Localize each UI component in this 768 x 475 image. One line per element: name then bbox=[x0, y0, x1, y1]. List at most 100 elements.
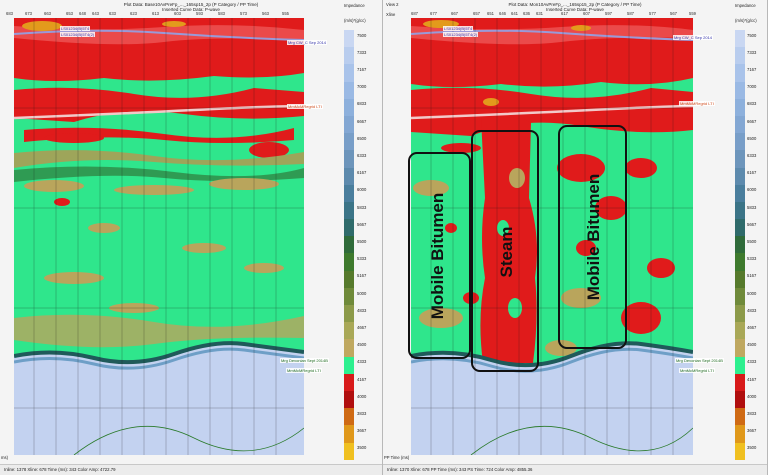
tick-label: 663 bbox=[44, 11, 51, 16]
right-horizon-devonian-label: Mrg Devonian Sept 2014B bbox=[675, 358, 724, 363]
annotation-label: Mobile Bitumen bbox=[584, 173, 603, 301]
right-horizon-top-label-1: LS01234(B)5T4 bbox=[443, 26, 474, 31]
left-time-axis-label: ms) bbox=[1, 455, 8, 460]
colorbar-tick: 5333 bbox=[357, 256, 367, 261]
right-xline-ticks: 687 677 667 657 651 646 641 636 631 617 … bbox=[411, 11, 711, 19]
tick-label: 653 bbox=[66, 11, 73, 16]
tick-label: 567 bbox=[670, 11, 677, 16]
colorbar-tick: 7000 bbox=[747, 84, 757, 89]
tick-label: 648 bbox=[79, 11, 86, 16]
colorbar-tick: 4500 bbox=[357, 342, 367, 347]
tick-label: 607 bbox=[583, 11, 590, 16]
tick-label: 563 bbox=[262, 11, 269, 16]
tick-label: 559 bbox=[689, 11, 696, 16]
left-horizon-top-label-2: LS01234(B)5T4(2) bbox=[60, 32, 96, 37]
right-horizon-mry-label: Mrg CW_C Sep 2014 bbox=[673, 35, 714, 40]
tick-label: 636 bbox=[523, 11, 530, 16]
tick-label: 643 bbox=[92, 11, 99, 16]
colorbar-tick: 7333 bbox=[357, 50, 367, 55]
colorbar-tick: 7333 bbox=[747, 50, 757, 55]
colorbar-tick: 4833 bbox=[357, 308, 367, 313]
colorbar-tick: 6500 bbox=[357, 136, 367, 141]
colorbar-tick: 6500 bbox=[747, 136, 757, 141]
colorbar-tick: 4000 bbox=[747, 394, 757, 399]
colorbar-tick: 7000 bbox=[357, 84, 367, 89]
tick-label: 583 bbox=[218, 11, 225, 16]
left-plot-subtitle: Inserted Curve Data: P-wave bbox=[162, 7, 220, 12]
tick-label: 623 bbox=[130, 11, 137, 16]
colorbar-tick: 5500 bbox=[357, 239, 367, 244]
right-colorbar-unit: (m/s)*(g/cc) bbox=[735, 18, 757, 23]
colorbar-tick: 5833 bbox=[357, 205, 367, 210]
colorbar-tick: 4000 bbox=[357, 394, 367, 399]
tick-label: 646 bbox=[499, 11, 506, 16]
colorbar-tick: 4833 bbox=[747, 308, 757, 313]
left-status-bar: Inline: 1378 Xline: 678 Time (ms): 343 C… bbox=[0, 464, 382, 475]
annotation-box-mobile-bitumen-right: Mobile Bitumen bbox=[558, 125, 627, 349]
right-plot-title: Plot Data: Mon10AvPreFp_..._165sp15_2p (… bbox=[508, 2, 642, 7]
right-colorbar bbox=[735, 30, 745, 460]
tick-label: 683 bbox=[6, 11, 13, 16]
colorbar-tick: 7167 bbox=[747, 67, 757, 72]
colorbar-tick: 6833 bbox=[357, 101, 367, 106]
colorbar-tick: 4167 bbox=[747, 377, 757, 382]
colorbar-tick: 5500 bbox=[747, 239, 757, 244]
colorbar-tick: 5833 bbox=[747, 205, 757, 210]
left-xline-ticks: 683 673 663 653 648 643 633 623 613 603 … bbox=[6, 11, 306, 19]
left-view-panel: Plot Data: Base10AvPreFp_..._165sp15_2p … bbox=[0, 0, 383, 475]
annotation-box-mobile-bitumen-left: Mobile Bitumen bbox=[408, 152, 471, 359]
left-colorbar-title: Impedance bbox=[344, 3, 365, 8]
left-horizon-top-label-1: LS01234(B)5T4 bbox=[60, 26, 91, 31]
colorbar-tick: 3667 bbox=[747, 428, 757, 433]
colorbar-tick: 4500 bbox=[747, 342, 757, 347]
colorbar-tick: 3833 bbox=[747, 411, 757, 416]
colorbar-tick: 5000 bbox=[747, 291, 757, 296]
right-horizon-top-label-2: LS01234(B)5T4(2) bbox=[443, 32, 479, 37]
colorbar-tick: 6667 bbox=[357, 119, 367, 124]
annotation-label: Mobile Bitumen bbox=[428, 192, 447, 320]
tick-label: 577 bbox=[649, 11, 656, 16]
tick-label: 673 bbox=[25, 11, 32, 16]
right-view-label: View 2 bbox=[386, 2, 399, 7]
tick-label: 631 bbox=[536, 11, 543, 16]
right-seismic-section[interactable] bbox=[411, 18, 693, 455]
left-seismic-section[interactable] bbox=[14, 18, 304, 455]
right-colorbar-title: Impedance bbox=[735, 3, 756, 8]
colorbar-tick: 4667 bbox=[747, 325, 757, 330]
tick-label: 555 bbox=[282, 11, 289, 16]
right-view-panel: View 2 Plot Data: Mon10AvPreFp_..._165sp… bbox=[383, 0, 768, 475]
tick-label: 597 bbox=[605, 11, 612, 16]
right-plot-subtitle: Inserted Curve Data: P-wave bbox=[546, 7, 604, 12]
tick-label: 603 bbox=[174, 11, 181, 16]
left-horizon-mcm-bottom-label: MmMcMRegrid LTI bbox=[286, 368, 322, 373]
tick-label: 651 bbox=[487, 11, 494, 16]
colorbar-tick: 4667 bbox=[357, 325, 367, 330]
left-colorbar-unit: (m/s)*(g/cc) bbox=[344, 18, 366, 23]
left-colorbar bbox=[344, 30, 354, 460]
tick-label: 613 bbox=[152, 11, 159, 16]
tick-label: 593 bbox=[196, 11, 203, 16]
colorbar-tick: 3667 bbox=[357, 428, 367, 433]
colorbar-tick: 4333 bbox=[747, 359, 757, 364]
colorbar-tick: 6000 bbox=[747, 187, 757, 192]
right-xline-corner-label: Xline bbox=[386, 12, 396, 17]
colorbar-tick: 7500 bbox=[357, 33, 367, 38]
tick-label: 633 bbox=[109, 11, 116, 16]
left-horizon-mry-label: Mrg CW_C Sep 2014 bbox=[287, 40, 328, 45]
left-horizon-mcm-label: MmMcMRegrid LTI bbox=[287, 104, 323, 109]
colorbar-tick: 7167 bbox=[357, 67, 367, 72]
colorbar-tick: 6167 bbox=[747, 170, 757, 175]
colorbar-tick: 6333 bbox=[747, 153, 757, 158]
colorbar-tick: 6167 bbox=[357, 170, 367, 175]
colorbar-tick: 7500 bbox=[747, 33, 757, 38]
colorbar-tick: 5167 bbox=[747, 273, 757, 278]
right-horizon-mcm-label: MmMcMRegrid LTI bbox=[679, 101, 715, 106]
annotation-label: Steam bbox=[497, 226, 516, 278]
tick-label: 687 bbox=[411, 11, 418, 16]
left-colorbar-labels: 7500 7333 7167 7000 6833 6667 6500 6333 … bbox=[357, 30, 381, 460]
tick-label: 587 bbox=[627, 11, 634, 16]
left-horizon-devonian-label: Mrg Devonian Sept 2014B bbox=[280, 358, 329, 363]
tick-label: 667 bbox=[451, 11, 458, 16]
right-time-axis-label: PP Time (ms) bbox=[384, 455, 410, 460]
tick-label: 641 bbox=[511, 11, 518, 16]
